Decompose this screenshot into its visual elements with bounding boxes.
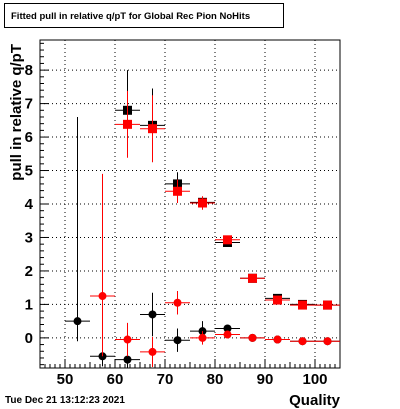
y-tick-label: 7 xyxy=(25,96,33,113)
circle-marker xyxy=(323,337,332,346)
square-marker xyxy=(223,235,232,245)
chart-title: Fitted pull in relative q/pT for Global … xyxy=(11,11,251,22)
x-tick-label: 70 xyxy=(157,371,174,388)
y-tick-label: 2 xyxy=(25,263,33,280)
y-tick-label: 1 xyxy=(25,296,33,313)
data-series xyxy=(90,173,340,367)
circle-marker xyxy=(148,347,157,356)
x-tick-label: 50 xyxy=(57,371,74,388)
square-marker xyxy=(273,295,282,305)
square-marker xyxy=(323,300,332,310)
x-tick-label: 100 xyxy=(302,371,327,388)
circle-marker xyxy=(223,330,232,339)
y-tick-label: 6 xyxy=(25,129,33,146)
circle-marker xyxy=(198,333,207,342)
square-marker xyxy=(248,273,257,283)
x-axis-label: Quality xyxy=(289,392,341,409)
circle-marker xyxy=(298,337,307,346)
circle-marker xyxy=(148,310,157,319)
data-points xyxy=(65,70,340,368)
axis-ticks: 50 60 70 80 90 100 0 1 2 3 4 5 6 7 8 xyxy=(25,42,341,388)
x-tick-label: 80 xyxy=(207,371,224,388)
y-tick-label: 8 xyxy=(25,62,33,79)
circle-marker xyxy=(223,324,232,333)
grid-lines xyxy=(40,40,340,368)
data-series xyxy=(115,90,340,310)
circle-marker xyxy=(123,355,132,364)
circle-marker xyxy=(173,298,182,307)
data-series xyxy=(65,116,340,368)
y-axis-label: pull in relative q/pT xyxy=(8,44,25,181)
circle-marker xyxy=(248,333,257,342)
square-marker xyxy=(198,198,207,208)
square-marker xyxy=(298,300,307,310)
timestamp: Tue Dec 21 13:12:23 2021 xyxy=(5,395,125,406)
chart-title-box: Fitted pull in relative q/pT for Global … xyxy=(4,3,284,28)
data-series xyxy=(115,70,340,310)
y-tick-label: 0 xyxy=(25,330,33,347)
x-tick-label: 60 xyxy=(107,371,124,388)
y-tick-label: 3 xyxy=(25,229,33,246)
circle-marker xyxy=(173,336,182,345)
circle-marker xyxy=(273,335,282,344)
square-marker xyxy=(148,124,157,134)
square-marker xyxy=(173,186,182,196)
y-tick-label: 5 xyxy=(25,163,33,180)
circle-marker xyxy=(123,335,132,344)
square-marker xyxy=(123,119,132,129)
circle-marker xyxy=(73,317,82,326)
x-tick-label: 90 xyxy=(257,371,274,388)
circle-marker xyxy=(98,292,107,301)
y-tick-label: 4 xyxy=(25,196,34,213)
